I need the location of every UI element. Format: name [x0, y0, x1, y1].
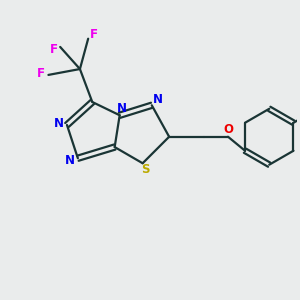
Text: F: F [37, 67, 45, 80]
Text: N: N [153, 93, 163, 106]
Text: N: N [64, 154, 75, 167]
Text: F: F [50, 44, 58, 56]
Text: F: F [89, 28, 98, 41]
Text: S: S [141, 163, 149, 176]
Text: N: N [117, 102, 127, 115]
Text: N: N [54, 117, 64, 130]
Text: O: O [223, 123, 233, 136]
